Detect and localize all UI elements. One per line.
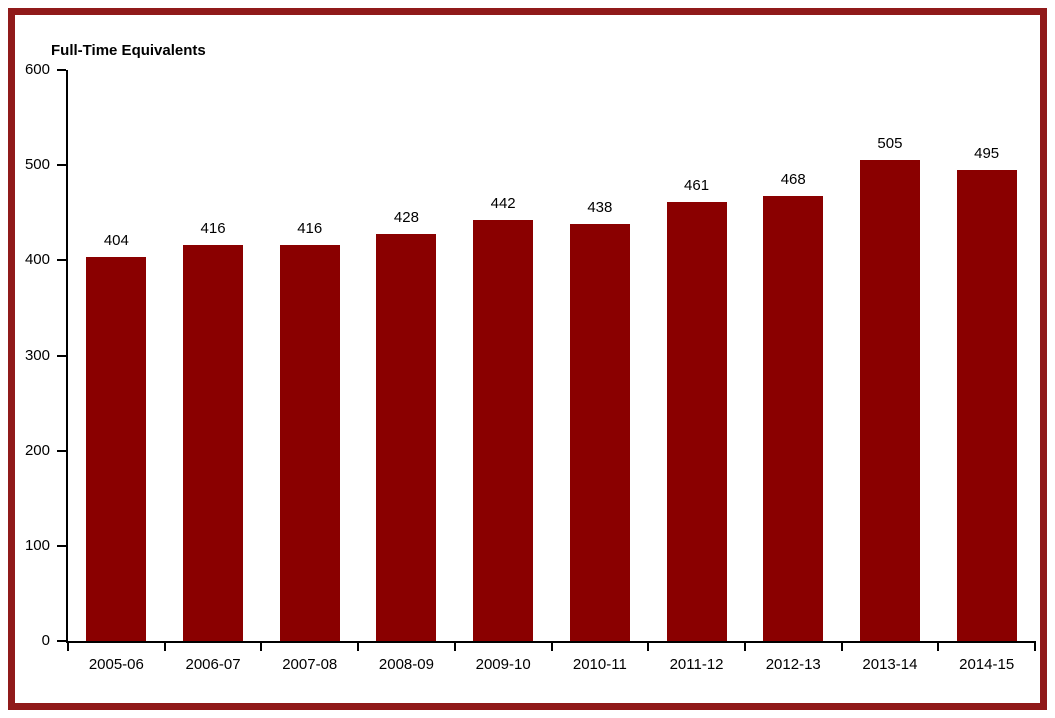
bar-value-label: 442	[490, 195, 516, 213]
y-tick-label: 200	[24, 441, 50, 459]
x-tick	[1034, 641, 1036, 651]
x-tick-label: 2007-08	[282, 656, 338, 673]
bar	[569, 224, 630, 641]
x-tick	[840, 641, 843, 651]
y-tick	[57, 164, 66, 167]
bar-value-label: 428	[393, 208, 419, 226]
x-tick	[550, 641, 553, 651]
y-tick-label: 500	[24, 156, 50, 174]
y-tick	[57, 544, 66, 547]
x-tick	[453, 641, 456, 651]
x-tick	[937, 641, 940, 651]
bar	[956, 169, 1017, 641]
y-tick	[57, 69, 66, 71]
x-tick	[163, 641, 166, 651]
bar-value-label: 416	[200, 220, 226, 238]
x-tick	[67, 641, 69, 651]
bar-value-label: 404	[103, 231, 129, 249]
chart-title: Full-Time Equivalents	[51, 42, 206, 59]
y-tick	[57, 640, 66, 642]
x-tick	[647, 641, 650, 651]
bar	[473, 220, 534, 641]
y-axis-line	[66, 70, 68, 643]
bar-value-label: 505	[877, 135, 903, 153]
y-tick	[57, 259, 66, 262]
x-tick-label: 2009-10	[475, 656, 531, 673]
bar	[859, 160, 920, 641]
bar-value-label: 461	[684, 177, 710, 195]
x-tick	[260, 641, 263, 651]
y-tick	[57, 449, 66, 452]
x-tick	[743, 641, 746, 651]
bar	[376, 233, 437, 641]
bar	[763, 195, 824, 641]
x-tick-label: 2006-07	[185, 656, 241, 673]
y-tick-label: 400	[24, 251, 50, 269]
x-tick	[357, 641, 360, 651]
bar-value-label: 416	[297, 220, 323, 238]
plot-area: 0 100 200 300 400 500 600 404 2005-06 416 2006-07 4…	[25, 61, 1036, 673]
x-tick-label: 2010-11	[572, 656, 627, 673]
x-tick-label: 2005-06	[88, 656, 144, 673]
x-tick-label: 2011-12	[669, 656, 724, 673]
bar-value-label: 438	[587, 199, 613, 217]
bar	[666, 202, 727, 641]
bar-value-label: 495	[974, 144, 1000, 162]
y-tick	[57, 354, 66, 357]
bar	[86, 256, 147, 641]
y-tick-label: 0	[41, 632, 50, 649]
bar-value-label: 468	[780, 170, 806, 188]
bar	[183, 245, 244, 641]
y-tick-label: 300	[24, 346, 50, 364]
x-tick-label: 2008-09	[378, 656, 434, 673]
y-tick-label: 600	[24, 61, 50, 78]
x-tick-label: 2014-15	[959, 656, 1015, 673]
y-tick-label: 100	[24, 536, 50, 554]
x-tick-label: 2013-14	[862, 656, 918, 673]
bar	[279, 245, 340, 641]
x-tick-label: 2012-13	[765, 656, 821, 673]
